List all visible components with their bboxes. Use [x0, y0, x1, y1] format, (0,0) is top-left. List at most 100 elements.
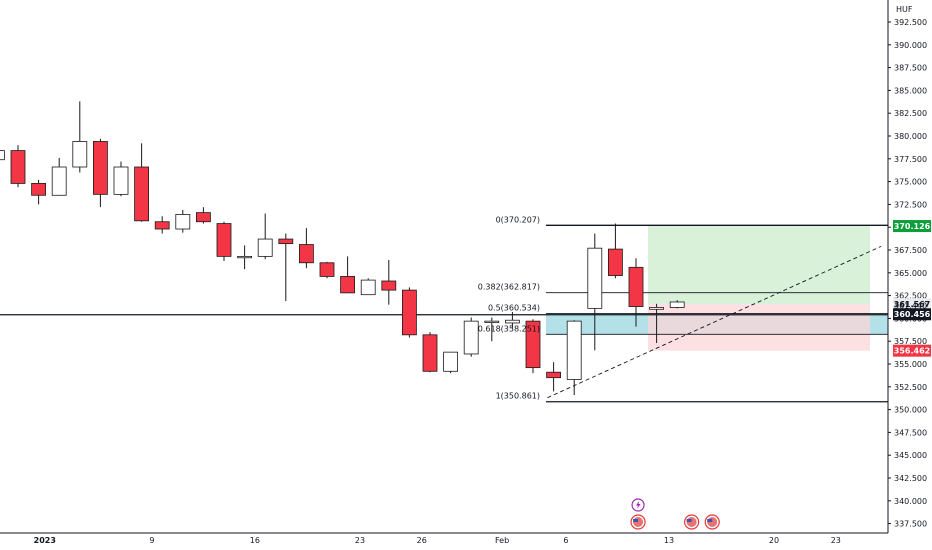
- candle-body-up: [113, 166, 129, 195]
- candle[interactable]: [278, 233, 294, 302]
- candle-body-up: [360, 279, 376, 296]
- candle-body-up: [669, 301, 685, 308]
- entry-price-tag-bg: [893, 298, 931, 311]
- candle-body-down: [340, 276, 356, 294]
- y-tick-label: 382.500: [894, 109, 927, 118]
- candle-body-down: [298, 244, 314, 264]
- candle-body-down: [216, 223, 232, 257]
- candle[interactable]: [134, 143, 150, 222]
- us-flag-icon[interactable]: [630, 514, 646, 530]
- candle[interactable]: [463, 317, 479, 357]
- fib-label: 0.618(358.251): [478, 324, 540, 333]
- candle-body-up: [257, 238, 273, 257]
- candle[interactable]: [669, 300, 685, 309]
- candle[interactable]: [340, 256, 356, 294]
- trendline[interactable]: [547, 245, 882, 399]
- candle[interactable]: [443, 351, 459, 374]
- fib-label: 0.5(360.534): [488, 304, 540, 313]
- candle[interactable]: [525, 319, 541, 374]
- target-price-tag-bg: [893, 220, 931, 233]
- candle[interactable]: [628, 258, 644, 327]
- flag-icon-canton: [633, 519, 639, 522]
- x-tick-label: 16: [250, 536, 260, 545]
- candle[interactable]: [72, 101, 88, 173]
- candle-body-down: [381, 280, 397, 291]
- y-tick-label: 340.000: [894, 497, 927, 506]
- candle-body-down: [278, 238, 294, 245]
- candle[interactable]: [93, 138, 108, 208]
- candle[interactable]: [51, 157, 67, 196]
- candle[interactable]: [401, 287, 417, 338]
- y-tick-label: 345.000: [894, 451, 927, 460]
- candle-body-up: [51, 166, 67, 196]
- candle-body-down: [401, 289, 417, 336]
- candle[interactable]: [504, 312, 520, 329]
- x-tick-label: 20: [769, 536, 779, 545]
- target-price-tag: 370.126: [893, 220, 931, 233]
- candle[interactable]: [319, 261, 335, 279]
- candle[interactable]: [216, 221, 232, 261]
- y-tick-label: 385.000: [894, 86, 927, 95]
- y-tick-label: 375.000: [894, 178, 927, 187]
- y-tick-label: 380.000: [894, 132, 927, 141]
- candle[interactable]: [422, 332, 438, 373]
- entry-price-tag: 361.567: [893, 298, 931, 311]
- candle[interactable]: [0, 150, 5, 167]
- y-tick-label: 362.500: [894, 292, 927, 301]
- candle[interactable]: [298, 228, 314, 269]
- candle[interactable]: [608, 223, 623, 279]
- candle[interactable]: [113, 161, 129, 197]
- y-tick-label: 392.500: [894, 18, 927, 27]
- y-tick-label: 372.500: [894, 200, 927, 209]
- candle-body-down: [319, 262, 335, 277]
- y-tick-label: 387.500: [894, 64, 927, 73]
- us-flag-icon[interactable]: [684, 514, 700, 530]
- stop-price-tag: 356.462: [893, 344, 931, 357]
- candle-body-down: [10, 150, 26, 184]
- candle-body-up: [504, 319, 520, 324]
- lightning-icon[interactable]: [631, 498, 645, 512]
- candle[interactable]: [587, 233, 603, 351]
- candle[interactable]: [546, 362, 561, 392]
- y-tick-label: 347.500: [894, 428, 927, 437]
- candle[interactable]: [360, 278, 376, 296]
- lightning-icon-bolt: [636, 501, 641, 509]
- candle[interactable]: [649, 303, 664, 344]
- candle-body-down: [608, 248, 623, 276]
- target-zone[interactable]: [648, 226, 870, 305]
- stop-price-tag-bg: [893, 344, 931, 357]
- candle-body-down: [422, 334, 438, 372]
- candle-body-up: [463, 320, 479, 355]
- us-flag-icon[interactable]: [704, 514, 720, 530]
- candle[interactable]: [10, 145, 26, 188]
- candle[interactable]: [257, 213, 273, 260]
- candle[interactable]: [154, 216, 170, 234]
- stop-price-tag-text: 356.462: [894, 347, 930, 356]
- candle[interactable]: [484, 317, 500, 342]
- x-tick-label: 6: [563, 536, 568, 545]
- candle-body-up: [72, 141, 88, 168]
- candle[interactable]: [175, 209, 191, 233]
- current-price-tag: 360.456: [893, 308, 931, 321]
- candle-body-up: [175, 214, 191, 230]
- x-tick-label: 23: [355, 536, 365, 545]
- candle[interactable]: [237, 245, 253, 270]
- candle[interactable]: [566, 320, 582, 396]
- candle-body-down: [93, 141, 108, 195]
- candle-body-up: [484, 320, 500, 323]
- current-price-tag-bg: [893, 308, 931, 321]
- flag-icon-canton: [686, 519, 692, 522]
- candle[interactable]: [381, 260, 397, 305]
- candle[interactable]: [195, 207, 211, 224]
- stop-zone[interactable]: [648, 304, 870, 351]
- x-tick-label: 23: [831, 536, 841, 545]
- candle-body-up: [443, 351, 459, 372]
- candle-body-down: [628, 266, 644, 307]
- candle-body-down: [134, 166, 150, 222]
- candle-body-up: [587, 247, 603, 309]
- y-tick-label: 342.500: [894, 474, 927, 483]
- candle[interactable]: [31, 179, 47, 205]
- y-tick-label: 377.500: [894, 155, 927, 164]
- x-tick-label: 13: [664, 536, 674, 545]
